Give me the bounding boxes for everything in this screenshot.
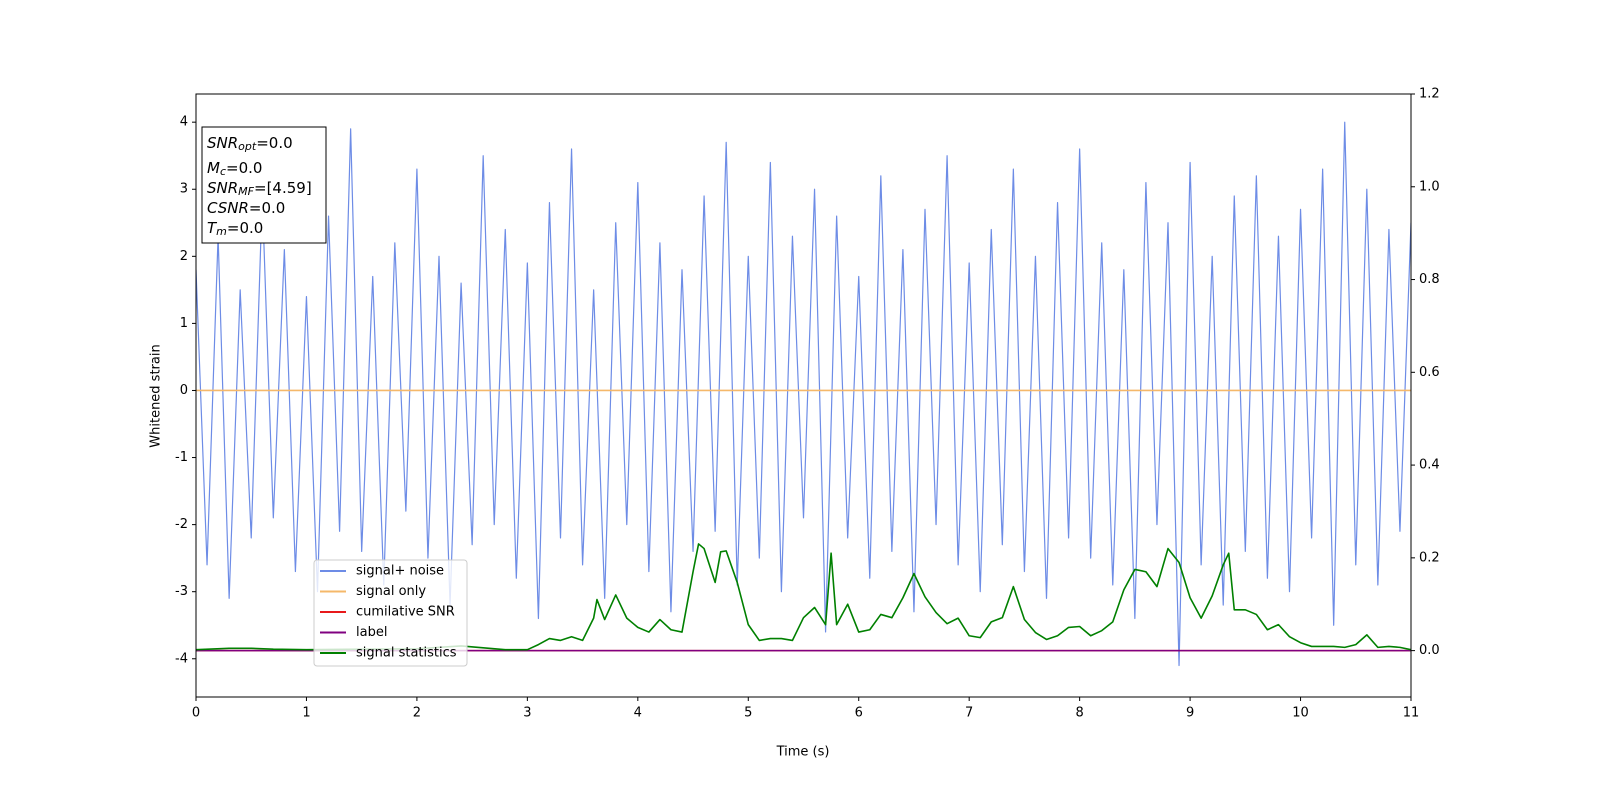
y2-tick-label: 0.2 [1419,550,1440,565]
y2-tick-label: 0.0 [1419,643,1440,658]
x-tick-label: 9 [1186,706,1194,721]
y-tick-label: 2 [180,249,188,264]
y2-tick-label: 0.6 [1419,365,1440,380]
x-tick-label: 8 [1075,706,1083,721]
annotation-box: SNRopt=0.0Mc=0.0SNRMF=[4.59]CSNR=0.0Tm=0… [201,126,327,244]
annotation-subscript: m [216,225,227,238]
annotation-subscript: c [220,165,226,178]
annotation-text: =0.0 [227,219,263,237]
y2-tick-label: 1.0 [1419,179,1440,194]
annotation-text: =0.0 [256,134,292,152]
annotation-line: Mc=0.0 [207,159,262,179]
annotation-symbol: SNR [207,179,238,197]
y2-tick-label: 1.2 [1419,87,1440,102]
y-tick-label: -2 [175,517,188,532]
x-tick-label: 5 [744,706,752,721]
annotation-symbol: CSNR [207,199,249,217]
annotation-symbol: M [207,159,220,177]
legend-label: signal statistics [356,646,457,661]
y2-tick-label: 0.4 [1419,458,1440,473]
annotation-line: SNRMF=[4.59] [207,179,312,199]
annotation-subscript: opt [238,140,257,153]
annotation-text: =0.0 [249,199,285,217]
annotation-line: SNRopt=0.0 [207,134,293,154]
annotation-subscript: MF [238,185,254,198]
y-tick-label: 0 [180,383,188,398]
y-tick-label: 3 [180,182,188,197]
y-axis-label: Whitened strain [149,344,164,447]
legend-label: signal only [356,584,426,599]
x-tick-label: 2 [413,706,421,721]
x-tick-label: 7 [965,706,973,721]
x-tick-label: 4 [634,706,642,721]
x-tick-label: 10 [1292,706,1309,721]
annotation-frame [201,126,327,244]
x-tick-label: 6 [855,706,863,721]
annotation-text: =[4.59] [254,179,312,197]
y-tick-label: 4 [180,115,188,130]
series-line [196,543,1411,651]
legend-label: label [356,625,387,640]
x-axis-label: Time (s) [776,745,830,760]
axes-frame [195,93,1412,698]
x-tick-label: 3 [523,706,531,721]
y2-tick-label: 0.8 [1419,272,1440,287]
y-tick-label: -4 [175,651,188,666]
legend-label: signal+ noise [356,564,444,579]
annotation-text: =0.0 [226,159,262,177]
x-tick-label: 11 [1403,706,1420,721]
y-tick-label: 1 [180,316,188,331]
annotation-line: Tm=0.0 [207,219,263,239]
legend-label: cumilative SNR [356,605,455,620]
annotation-symbol: SNR [207,134,238,152]
annotation-line: CSNR=0.0 [207,199,285,217]
y-tick-label: -3 [175,584,188,599]
series-line [196,121,1411,667]
legend: signal+ noise signal only cumilative SNR la… [313,559,468,667]
legend-frame [313,559,468,667]
x-tick-label: 0 [192,706,200,721]
y-tick-label: -1 [175,450,188,465]
x-tick-label: 1 [302,706,310,721]
annotation-symbol: T [207,219,218,237]
